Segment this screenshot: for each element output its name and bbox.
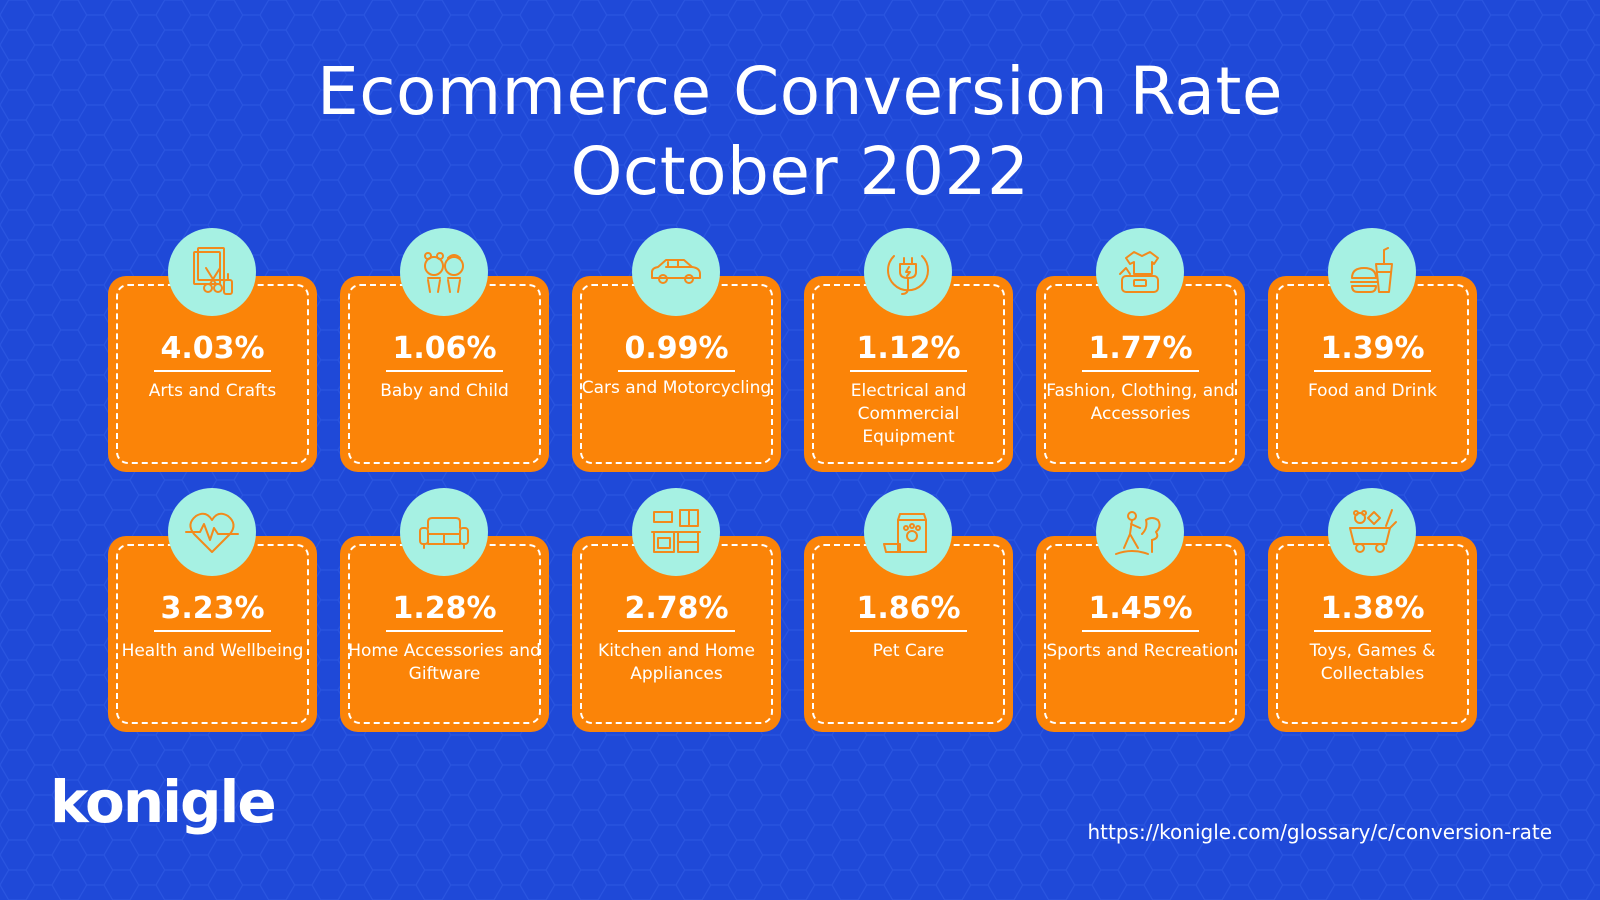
divider — [1082, 630, 1199, 632]
divider — [618, 370, 735, 372]
pet-food-icon — [864, 488, 952, 576]
category-card: 1.86% Pet Care — [804, 488, 1013, 732]
category-label: Toys, Games & Collectables — [1309, 641, 1436, 684]
category-label: Home Accessories and Giftware — [348, 641, 541, 684]
category-card: 4.03% Arts and Crafts — [108, 228, 317, 472]
category-label: Kitchen and Home Appliances — [598, 641, 755, 684]
conversion-rate-value: 0.99% — [624, 331, 729, 366]
conversion-rate-value: 1.39% — [1320, 331, 1425, 366]
konigle-logo: konigle — [50, 768, 277, 836]
category-label: Fashion, Clothing, and Accessories — [1046, 381, 1235, 424]
divider — [850, 630, 967, 632]
category-card: 1.06% Baby and Child — [340, 228, 549, 472]
conversion-rate-value: 1.45% — [1088, 591, 1193, 626]
conversion-rate-value: 1.86% — [856, 591, 961, 626]
category-card: 1.77% Fashion, Clothing, and Accessories — [1036, 228, 1245, 472]
category-label: Sports and Recreation — [1046, 641, 1235, 661]
hiking-icon — [1096, 488, 1184, 576]
conversion-rate-value: 1.06% — [392, 331, 497, 366]
car-icon — [632, 228, 720, 316]
divider — [386, 370, 503, 372]
category-grid: 4.03% Arts and Crafts 1.06% Baby and Chi… — [108, 228, 1503, 748]
conversion-rate-value: 4.03% — [160, 331, 265, 366]
source-url[interactable]: https://konigle.com/glossary/c/conversio… — [1087, 820, 1552, 844]
divider — [1314, 370, 1431, 372]
category-card: 2.78% Kitchen and Home Appliances — [572, 488, 781, 732]
sofa-icon — [400, 488, 488, 576]
conversion-rate-value: 2.78% — [624, 591, 729, 626]
heart-pulse-icon — [168, 488, 256, 576]
category-label: Food and Drink — [1308, 381, 1437, 401]
page-title: Ecommerce Conversion Rate October 2022 — [0, 52, 1600, 212]
category-card: 0.99% Cars and Motorcycling — [572, 228, 781, 472]
divider — [1082, 370, 1199, 372]
conversion-rate-value: 1.77% — [1088, 331, 1193, 366]
category-label: Pet Care — [872, 641, 945, 661]
category-card: 1.45% Sports and Recreation — [1036, 488, 1245, 732]
title-line-1: Ecommerce Conversion Rate — [317, 53, 1283, 130]
divider — [1314, 630, 1431, 632]
divider — [850, 370, 967, 372]
category-card: 3.23% Health and Wellbeing — [108, 488, 317, 732]
divider — [154, 370, 271, 372]
category-label: Arts and Crafts — [148, 381, 277, 401]
toy-wagon-icon — [1328, 488, 1416, 576]
conversion-rate-value: 1.38% — [1320, 591, 1425, 626]
category-label: Cars and Motorcycling — [581, 378, 772, 398]
arts-crafts-icon — [168, 228, 256, 316]
category-card: 1.28% Home Accessories and Giftware — [340, 488, 549, 732]
conversion-rate-value: 3.23% — [160, 591, 265, 626]
category-label: Electrical and Commercial Equipment — [850, 381, 967, 447]
food-drink-icon — [1328, 228, 1416, 316]
plug-icon — [864, 228, 952, 316]
category-card: 1.12% Electrical and Commercial Equipmen… — [804, 228, 1013, 472]
divider — [154, 630, 271, 632]
baby-child-icon — [400, 228, 488, 316]
conversion-rate-value: 1.28% — [392, 591, 497, 626]
divider — [386, 630, 503, 632]
category-card: 1.38% Toys, Games & Collectables — [1268, 488, 1477, 732]
category-card: 1.39% Food and Drink — [1268, 228, 1477, 472]
kitchen-icon — [632, 488, 720, 576]
category-label: Baby and Child — [380, 381, 509, 401]
fashion-icon — [1096, 228, 1184, 316]
category-label: Health and Wellbeing — [121, 641, 304, 661]
title-line-2: October 2022 — [570, 133, 1030, 210]
conversion-rate-value: 1.12% — [856, 331, 961, 366]
divider — [618, 630, 735, 632]
